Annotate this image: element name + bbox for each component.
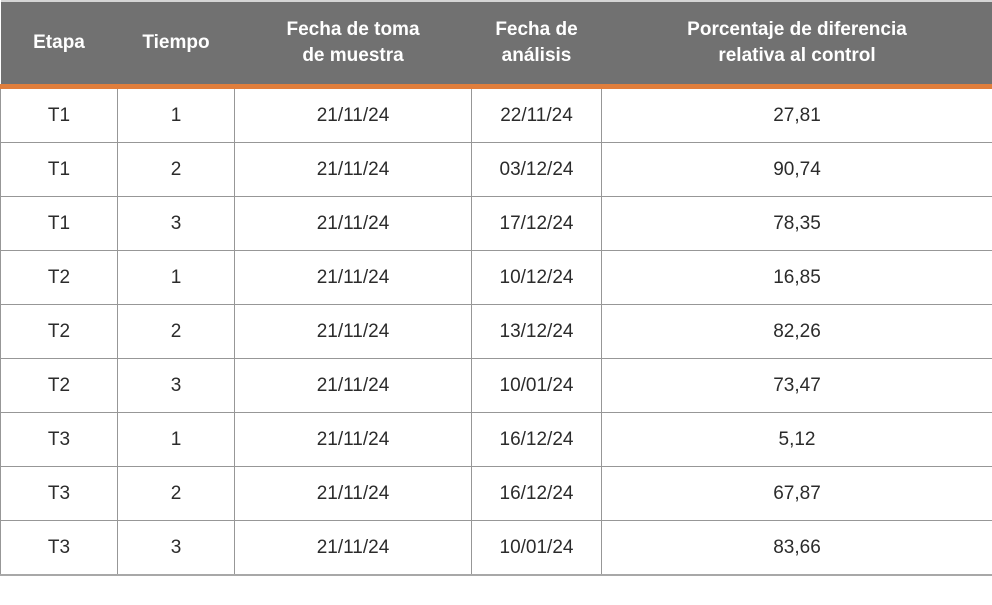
cell-fecha-analisis: 13/12/24 — [471, 304, 602, 359]
table-row: T2 2 21/11/24 13/12/24 82,26 — [0, 304, 992, 359]
table-header: Etapa Tiempo Fecha de toma de muestra Fe… — [0, 0, 992, 89]
cell-fecha-analisis: 03/12/24 — [471, 142, 602, 197]
cell-porcentaje: 67,87 — [601, 466, 992, 521]
cell-porcentaje: 16,85 — [601, 250, 992, 305]
cell-tiempo: 3 — [117, 358, 235, 413]
table-row: T1 1 21/11/24 22/11/24 27,81 — [0, 86, 992, 143]
cell-tiempo: 1 — [117, 250, 235, 305]
cell-etapa: T3 — [0, 520, 118, 576]
header-row: Etapa Tiempo Fecha de toma de muestra Fe… — [0, 0, 992, 89]
cell-fecha-toma: 21/11/24 — [234, 466, 472, 521]
cell-fecha-toma: 21/11/24 — [234, 250, 472, 305]
cell-etapa: T1 — [0, 86, 118, 143]
cell-fecha-analisis: 22/11/24 — [471, 86, 602, 143]
table-row: T1 3 21/11/24 17/12/24 78,35 — [0, 196, 992, 251]
table-row: T3 1 21/11/24 16/12/24 5,12 — [0, 412, 992, 467]
cell-porcentaje: 27,81 — [601, 86, 992, 143]
cell-fecha-analisis: 16/12/24 — [471, 412, 602, 467]
cell-fecha-toma: 21/11/24 — [234, 412, 472, 467]
table-row: T2 3 21/11/24 10/01/24 73,47 — [0, 358, 992, 413]
cell-etapa: T2 — [0, 304, 118, 359]
cell-fecha-toma: 21/11/24 — [234, 304, 472, 359]
cell-fecha-analisis: 10/01/24 — [471, 358, 602, 413]
cell-fecha-toma: 21/11/24 — [234, 86, 472, 143]
table-body: T1 1 21/11/24 22/11/24 27,81 T1 2 21/11/… — [0, 86, 992, 576]
cell-etapa: T3 — [0, 412, 118, 467]
cell-tiempo: 2 — [117, 142, 235, 197]
cell-porcentaje: 5,12 — [601, 412, 992, 467]
cell-fecha-toma: 21/11/24 — [234, 196, 472, 251]
column-header-fecha-toma: Fecha de toma de muestra — [234, 0, 472, 89]
cell-porcentaje: 78,35 — [601, 196, 992, 251]
cell-etapa: T1 — [0, 142, 118, 197]
cell-etapa: T3 — [0, 466, 118, 521]
results-table: Etapa Tiempo Fecha de toma de muestra Fe… — [0, 0, 992, 576]
cell-fecha-analisis: 10/12/24 — [471, 250, 602, 305]
cell-porcentaje: 73,47 — [601, 358, 992, 413]
cell-tiempo: 1 — [117, 86, 235, 143]
cell-etapa: T2 — [0, 358, 118, 413]
table-row: T1 2 21/11/24 03/12/24 90,74 — [0, 142, 992, 197]
cell-tiempo: 3 — [117, 520, 235, 576]
cell-tiempo: 2 — [117, 466, 235, 521]
cell-fecha-analisis: 17/12/24 — [471, 196, 602, 251]
table-row: T2 1 21/11/24 10/12/24 16,85 — [0, 250, 992, 305]
table-row: T3 3 21/11/24 10/01/24 83,66 — [0, 520, 992, 576]
cell-tiempo: 1 — [117, 412, 235, 467]
cell-tiempo: 2 — [117, 304, 235, 359]
table-row: T3 2 21/11/24 16/12/24 67,87 — [0, 466, 992, 521]
cell-porcentaje: 82,26 — [601, 304, 992, 359]
column-header-etapa: Etapa — [0, 0, 118, 89]
cell-fecha-analisis: 16/12/24 — [471, 466, 602, 521]
cell-tiempo: 3 — [117, 196, 235, 251]
cell-porcentaje: 83,66 — [601, 520, 992, 576]
cell-etapa: T2 — [0, 250, 118, 305]
cell-porcentaje: 90,74 — [601, 142, 992, 197]
column-header-porcentaje: Porcentaje de diferencia relativa al con… — [601, 0, 992, 89]
cell-etapa: T1 — [0, 196, 118, 251]
cell-fecha-analisis: 10/01/24 — [471, 520, 602, 576]
column-header-tiempo: Tiempo — [117, 0, 235, 89]
cell-fecha-toma: 21/11/24 — [234, 520, 472, 576]
column-header-fecha-analisis: Fecha de análisis — [471, 0, 602, 89]
cell-fecha-toma: 21/11/24 — [234, 142, 472, 197]
cell-fecha-toma: 21/11/24 — [234, 358, 472, 413]
